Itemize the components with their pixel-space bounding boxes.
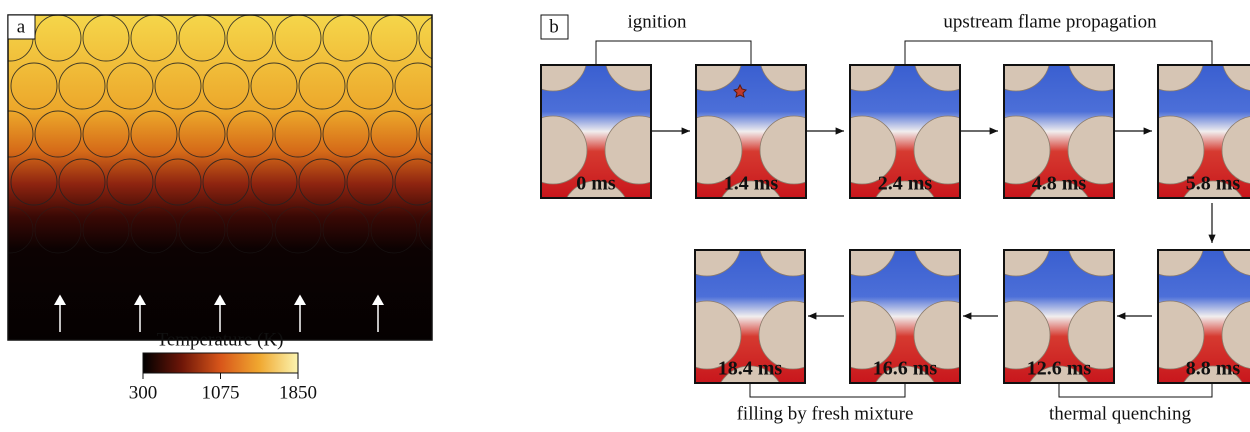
stage-label: thermal quenching: [1049, 403, 1191, 424]
grain: [1136, 208, 1204, 276]
time-label: 8.8 ms: [1186, 358, 1241, 380]
snapshot: [828, 0, 982, 249]
grain: [914, 208, 982, 276]
grain: [1068, 208, 1136, 276]
grain: [1179, 0, 1247, 39]
stage-label: filling by fresh mixture: [737, 403, 914, 424]
figure: a Temperature (K) 300 1075 1850 b 0 ms 1.4 …: [0, 0, 1250, 432]
grain: [760, 23, 828, 91]
time-label: 12.6 ms: [1027, 358, 1092, 380]
colorbar-tick-label: 1850: [279, 382, 317, 403]
time-label: 5.8 ms: [1186, 173, 1241, 195]
time-label: 1.4 ms: [724, 173, 779, 195]
grain: [562, 0, 630, 39]
time-label: 4.8 ms: [1032, 173, 1087, 195]
snapshot: [1136, 0, 1250, 249]
grain: [673, 208, 741, 276]
grain: [717, 0, 785, 39]
grain: [982, 23, 1050, 91]
panel-label: b: [549, 16, 559, 37]
time-label: 2.4 ms: [878, 173, 933, 195]
panel-label: a: [17, 16, 26, 37]
grain: [1068, 23, 1136, 91]
temperature-field: [0, 15, 465, 340]
grain: [1136, 23, 1204, 91]
grain: [914, 23, 982, 91]
colorbar-title: Temperature (K): [157, 329, 284, 350]
grain: [982, 208, 1050, 276]
colorbar-tick-label: 1075: [202, 382, 240, 403]
snapshot: [982, 0, 1136, 249]
stage-label: ignition: [627, 11, 687, 32]
stage-label: upstream flame propagation: [943, 11, 1157, 32]
time-label: 18.4 ms: [718, 358, 783, 380]
grain: [605, 23, 673, 91]
colorbar-tick-label: 300: [129, 382, 158, 403]
grain: [828, 208, 896, 276]
colorbar: [143, 353, 298, 373]
grain: [674, 23, 742, 91]
grain: [828, 23, 896, 91]
time-label: 0 ms: [576, 173, 616, 195]
snapshot: [674, 0, 828, 249]
time-label: 16.6 ms: [873, 358, 938, 380]
grain: [871, 0, 939, 39]
grain: [759, 208, 827, 276]
